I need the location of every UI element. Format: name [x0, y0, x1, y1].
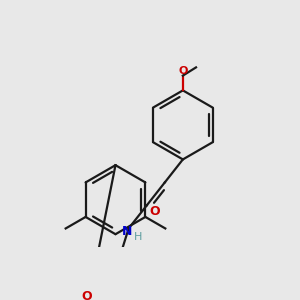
- Text: O: O: [178, 67, 188, 76]
- Text: H: H: [134, 232, 143, 242]
- Text: N: N: [122, 225, 132, 238]
- Text: O: O: [81, 290, 92, 300]
- Text: O: O: [150, 205, 160, 218]
